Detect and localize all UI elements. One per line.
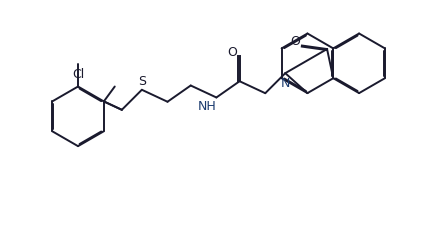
Text: NH: NH: [197, 100, 216, 113]
Text: Cl: Cl: [72, 68, 84, 81]
Text: O: O: [289, 35, 299, 48]
Text: N: N: [280, 76, 289, 90]
Text: O: O: [227, 46, 237, 59]
Text: S: S: [138, 75, 145, 88]
